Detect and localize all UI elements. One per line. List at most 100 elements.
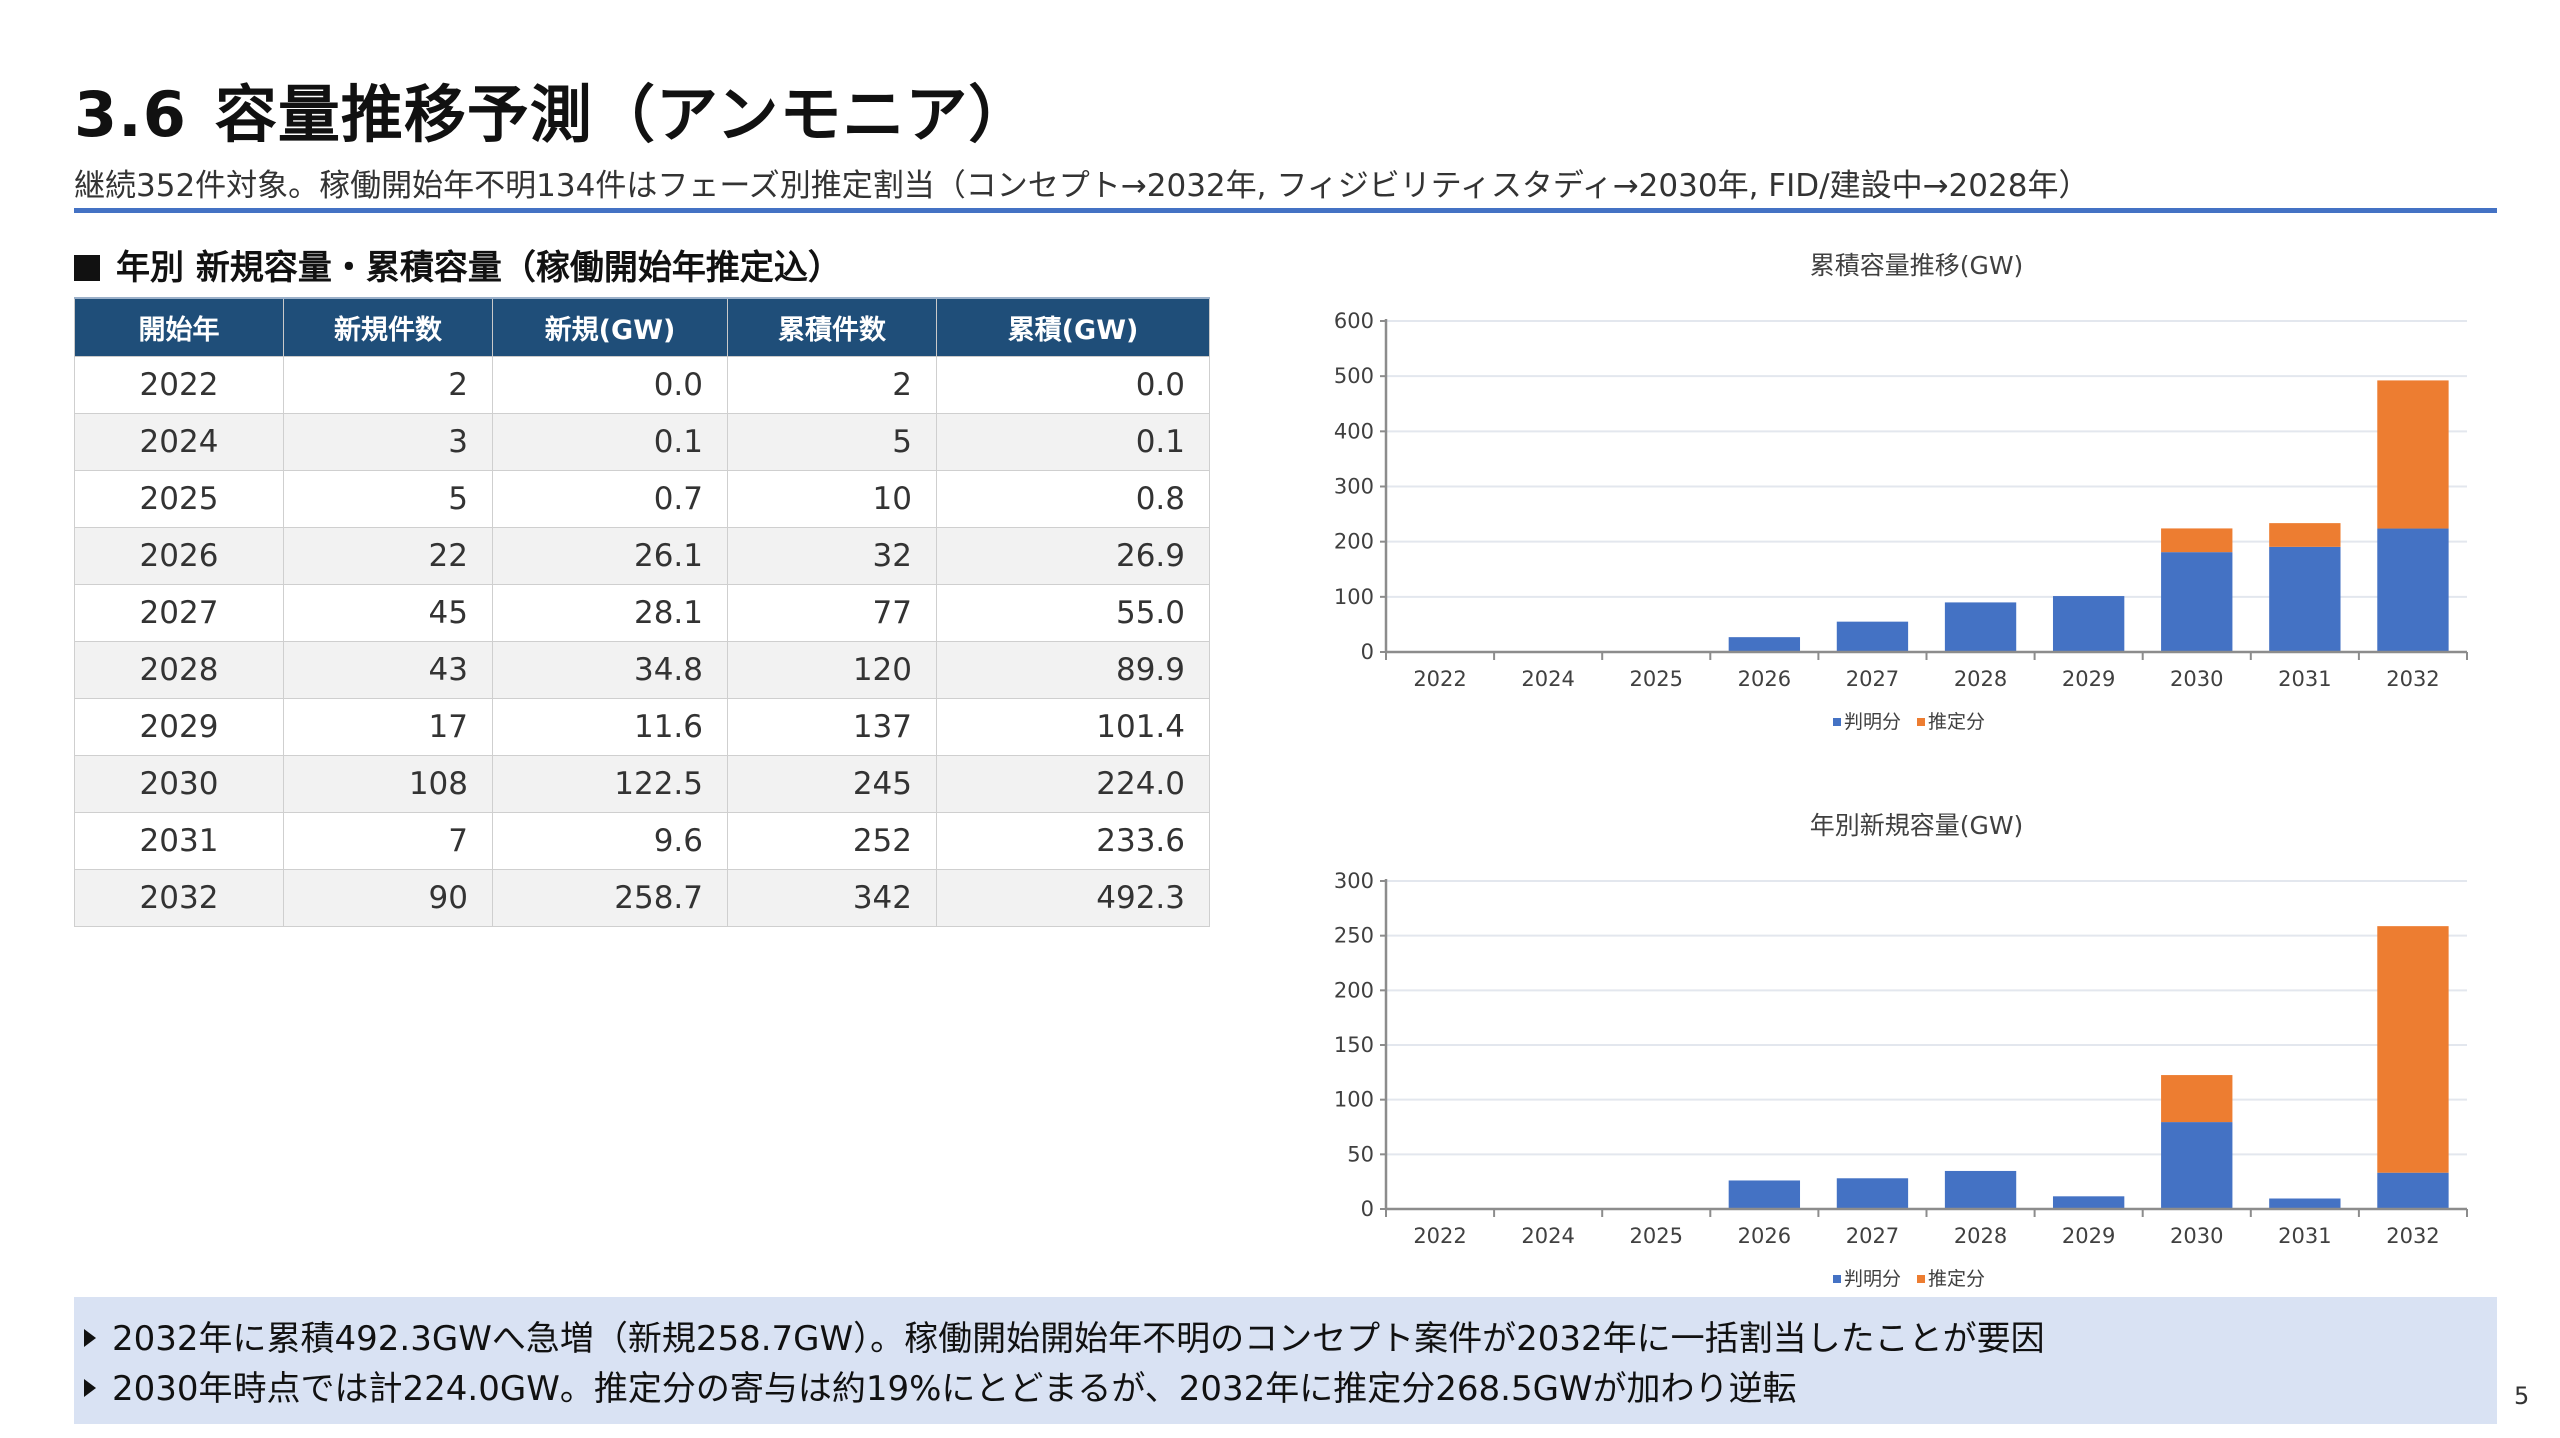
cell-new-count: 3 <box>283 413 493 471</box>
col-header-cum-gw: 累積(GW) <box>936 297 1210 357</box>
cell-cum-count: 342 <box>727 869 937 927</box>
x-tick-label: 2029 <box>2062 667 2115 691</box>
y-tick-label: 100 <box>1334 585 1374 609</box>
table-row: 2025 5 0.7 10 0.8 <box>74 470 1210 528</box>
cell-start-year: 2022 <box>74 356 284 414</box>
section-heading-text: 年別 新規容量・累積容量（稼働開始年推定込） <box>116 248 842 288</box>
x-tick-label: 2032 <box>2386 1224 2439 1248</box>
page-number: 5 <box>2514 1382 2530 1410</box>
y-tick-label: 300 <box>1334 475 1374 499</box>
cell-start-year: 2027 <box>74 584 284 642</box>
chart-title: 累積容量推移(GW) <box>1810 251 2024 280</box>
cell-cum-count: 77 <box>727 584 937 642</box>
cell-start-year: 2030 <box>74 755 284 813</box>
x-tick-label: 2030 <box>2170 1224 2223 1248</box>
cell-new-gw: 26.1 <box>492 527 728 585</box>
y-tick-label: 500 <box>1334 364 1374 388</box>
legend-swatch-estimated <box>1917 1275 1925 1283</box>
bar-known-2026 <box>1728 637 1801 652</box>
table-header-row: 開始年 新規件数 新規(GW) 累積件数 累積(GW) <box>74 297 1210 357</box>
x-tick-label: 2030 <box>2170 667 2223 691</box>
capacity-table: 開始年 新規件数 新規(GW) 累積件数 累積(GW) 2022 2 0.0 2 0.0… <box>74 297 1210 927</box>
chart-svg: 累積容量推移(GW) 0 100 200 300 400 500 600 2022 2024 202… <box>1334 251 2468 733</box>
cell-cum-gw: 0.8 <box>936 470 1210 528</box>
summary-bullet-2: 2030年時点では計224.0GW。推定分の寄与は約19%にとどまるが、2032… <box>84 1361 1797 1410</box>
cell-new-gw: 0.0 <box>492 356 728 414</box>
y-tick-label: 400 <box>1334 419 1374 443</box>
table-row: 2030 108 122.5 245 224.0 <box>74 755 1210 813</box>
cell-new-gw: 9.6 <box>492 812 728 870</box>
section-number: 3.6 <box>74 78 187 151</box>
summary-box: 2032年に累積492.3GWへ急増（新規258.7GW）。稼働開始開始年不明の… <box>74 1297 2497 1424</box>
y-tick-label: 300 <box>1334 869 1374 893</box>
cell-new-count: 45 <box>283 584 493 642</box>
x-tick-label: 2028 <box>1954 667 2007 691</box>
cell-new-count: 7 <box>283 812 493 870</box>
cell-start-year: 2028 <box>74 641 284 699</box>
cell-cum-count: 120 <box>727 641 937 699</box>
x-tick-label: 2027 <box>1846 667 1899 691</box>
cell-new-gw: 34.8 <box>492 641 728 699</box>
y-tick-label: 50 <box>1347 1142 1374 1166</box>
square-bullet-icon <box>74 255 100 281</box>
cell-start-year: 2025 <box>74 470 284 528</box>
table-row: 2024 3 0.1 5 0.1 <box>74 413 1210 471</box>
annual-new-capacity-chart: 年別新規容量(GW) 0 50 100 150 200 250 300 2022 2024 2025… <box>1300 810 2500 1290</box>
page-subtitle: 継続352件対象。稼働開始年不明134件はフェーズ別推定割当（コンセプト→203… <box>74 168 2090 204</box>
table-row: 2022 2 0.0 2 0.0 <box>74 356 1210 414</box>
triangle-bullet-icon <box>84 1329 96 1347</box>
bar-known-2032 <box>2377 528 2449 652</box>
bar-known-2031 <box>2269 1198 2341 1209</box>
cell-new-count: 2 <box>283 356 493 414</box>
bar-known-2032 <box>2377 1172 2449 1209</box>
bar-known-2030 <box>2161 552 2233 652</box>
cell-cum-gw: 0.1 <box>936 413 1210 471</box>
cell-new-gw: 11.6 <box>492 698 728 756</box>
cell-new-gw: 258.7 <box>492 869 728 927</box>
x-tick-label: 2028 <box>1954 1224 2007 1248</box>
bar-known-2027 <box>1836 1178 1909 1209</box>
bar-known-2030 <box>2161 1122 2233 1209</box>
y-tick-label: 600 <box>1334 309 1374 333</box>
bar-estimated-2032 <box>2377 380 2449 529</box>
x-tick-label: 2025 <box>1630 1224 1683 1248</box>
cell-start-year: 2029 <box>74 698 284 756</box>
x-tick-label: 2032 <box>2386 667 2439 691</box>
cell-cum-count: 252 <box>727 812 937 870</box>
col-header-new-gw: 新規(GW) <box>492 297 728 357</box>
legend-swatch-known <box>1833 718 1841 726</box>
legend-swatch-known <box>1833 1275 1841 1283</box>
bar-known-2027 <box>1836 621 1909 652</box>
cell-new-count: 22 <box>283 527 493 585</box>
chart-svg: 年別新規容量(GW) 0 50 100 150 200 250 300 2022 2024 2025… <box>1334 811 2468 1290</box>
table-row: 2031 7 9.6 252 233.6 <box>74 812 1210 870</box>
bar-known-2028 <box>1944 1170 2017 1209</box>
bar-known-2029 <box>2052 1196 2125 1209</box>
cell-new-count: 90 <box>283 869 493 927</box>
cell-start-year: 2032 <box>74 869 284 927</box>
cell-cum-gw: 0.0 <box>936 356 1210 414</box>
cell-cum-gw: 492.3 <box>936 869 1210 927</box>
y-tick-label: 200 <box>1334 530 1374 554</box>
x-tick-label: 2024 <box>1521 1224 1574 1248</box>
cell-new-gw: 0.1 <box>492 413 728 471</box>
x-tick-label: 2031 <box>2278 1224 2331 1248</box>
x-tick-label: 2024 <box>1521 667 1574 691</box>
y-tick-label: 250 <box>1334 924 1374 948</box>
triangle-bullet-icon <box>84 1379 96 1397</box>
cell-new-gw: 122.5 <box>492 755 728 813</box>
cell-new-count: 43 <box>283 641 493 699</box>
table-row: 2029 17 11.6 137 101.4 <box>74 698 1210 756</box>
cell-cum-gw: 55.0 <box>936 584 1210 642</box>
header-divider <box>74 208 2497 213</box>
page-title: 3.6 容量推移予測（アンモニア） <box>74 64 1031 154</box>
cell-start-year: 2026 <box>74 527 284 585</box>
cumulative-capacity-chart: 累積容量推移(GW) 0 100 200 300 400 500 600 2022 2024 202… <box>1300 250 2500 750</box>
table-row: 2026 22 26.1 32 26.9 <box>74 527 1210 585</box>
x-tick-label: 2029 <box>2062 1224 2115 1248</box>
bar-estimated-2030 <box>2161 1075 2233 1123</box>
cell-cum-count: 5 <box>727 413 937 471</box>
legend-swatch-estimated <box>1917 718 1925 726</box>
legend-label-estimated: 推定分 <box>1928 711 1985 733</box>
legend-label-known: 判明分 <box>1844 711 1901 733</box>
